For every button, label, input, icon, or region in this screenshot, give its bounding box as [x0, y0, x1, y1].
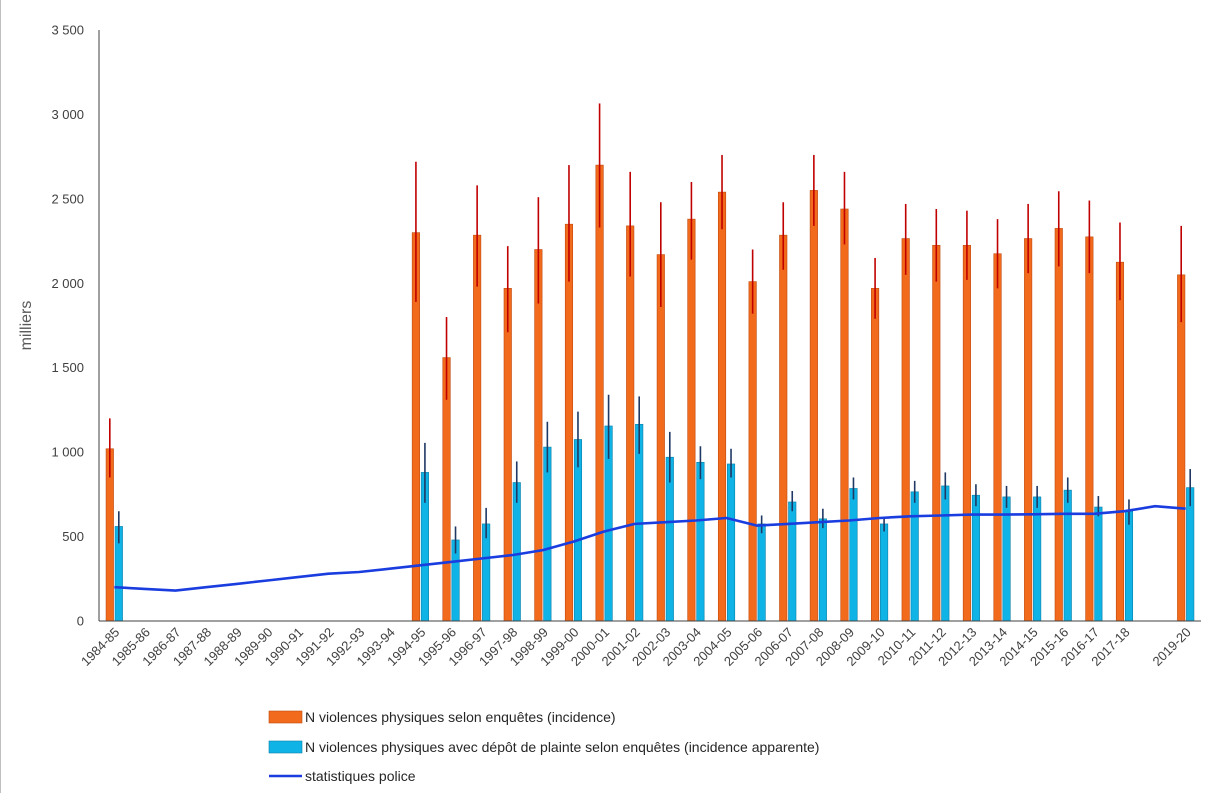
bar-apparente [1063, 489, 1072, 622]
bar-apparente [788, 501, 797, 622]
legend-swatch-apparente [268, 740, 303, 754]
bar-incidence [717, 191, 727, 622]
police-line [114, 504, 1186, 592]
legend-label-apparente: N violences physiques avec dépôt de plai… [305, 739, 819, 755]
bar-incidence [962, 244, 971, 622]
bar-apparente [482, 523, 491, 622]
bar-apparente [849, 488, 858, 622]
bar-incidence [932, 244, 941, 622]
y-tick-label: 500 [62, 529, 84, 544]
legend-item-police: statistiques police [269, 768, 416, 784]
bar-incidence [748, 281, 757, 622]
bar-incidence [1085, 236, 1094, 622]
legend-item-apparente: N violences physiques avec dépôt de plai… [268, 739, 819, 755]
bar-incidence [809, 190, 818, 622]
bar-apparente [1124, 510, 1134, 622]
bar-incidence [993, 253, 1002, 622]
legend: N violences physiques selon enquêtes (in… [268, 709, 819, 784]
x-ticks: 1984-851985-861986-871987-881988-891989-… [78, 625, 1194, 669]
y-tick-label: 1 000 [51, 445, 84, 460]
legend-label-police: statistiques police [305, 768, 416, 784]
bar-apparente [880, 523, 889, 622]
bar-incidence [1054, 228, 1063, 622]
bar-apparente [757, 523, 766, 622]
y-tick-label: 2 500 [51, 191, 84, 206]
bar-apparente [543, 446, 552, 622]
y-tick-label: 3 500 [51, 23, 84, 38]
bar-apparente [1094, 506, 1103, 622]
bar-incidence [534, 249, 543, 622]
bars [105, 164, 1195, 622]
bar-incidence [779, 234, 788, 622]
x-tick-label: 2019-20 [1149, 625, 1193, 669]
bar-incidence [901, 238, 910, 622]
bar-incidence [626, 225, 635, 622]
bar-apparente [696, 461, 705, 622]
bar-apparente [1186, 487, 1195, 622]
bar-apparente [941, 485, 950, 622]
bar-apparente [910, 491, 919, 622]
bar-incidence [656, 254, 665, 622]
axes [98, 30, 1201, 622]
bar-incidence [473, 234, 482, 622]
bar-apparente [512, 482, 521, 622]
bar-incidence [1177, 274, 1186, 622]
bar-incidence [503, 288, 512, 622]
bar-apparente [818, 518, 827, 622]
legend-label-incidence: N violences physiques selon enquêtes (in… [305, 709, 616, 725]
bar-incidence [687, 218, 696, 622]
bar-incidence [595, 164, 604, 622]
police-line-series [114, 504, 1186, 592]
bar-incidence [871, 288, 880, 622]
bar-incidence [1024, 238, 1033, 622]
bar-apparente [726, 463, 736, 622]
bar-incidence [1115, 261, 1125, 622]
y-axis-title-group: milliers [18, 301, 35, 351]
legend-swatch-incidence [268, 710, 303, 724]
y-tick-label: 3 000 [51, 107, 84, 122]
y-tick-label: 2 000 [51, 276, 84, 291]
legend-item-incidence: N violences physiques selon enquêtes (in… [268, 709, 616, 725]
y-tick-label: 1 500 [51, 360, 84, 375]
bar-incidence [564, 223, 574, 622]
y-tick-label: 0 [77, 614, 84, 629]
y-axis-title: milliers [18, 301, 35, 351]
bar-incidence [840, 208, 849, 622]
y-ticks: 0 500 1 000 1 500 2 000 2 500 3 000 3 500 [51, 23, 84, 629]
